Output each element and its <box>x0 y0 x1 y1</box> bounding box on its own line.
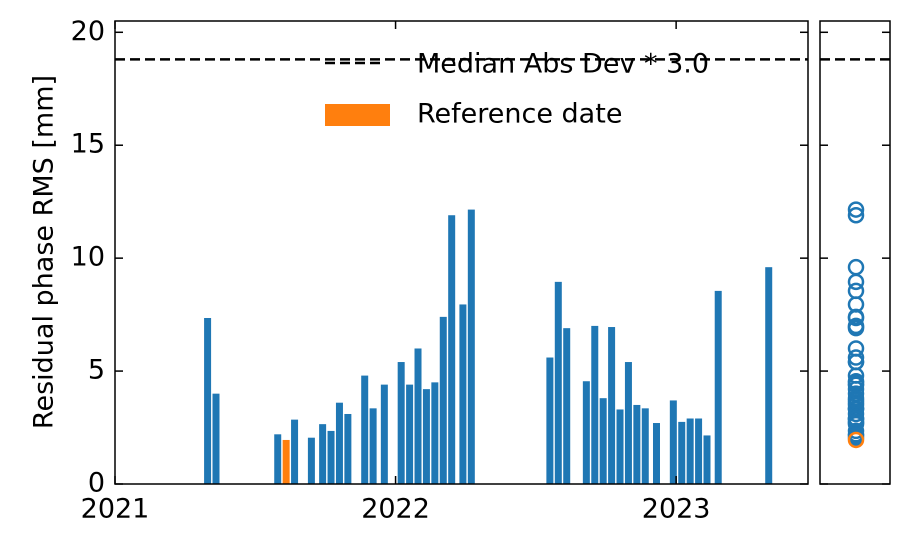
bar <box>282 439 290 484</box>
bar <box>369 408 377 484</box>
bar <box>641 408 649 484</box>
bar <box>406 384 414 484</box>
y-tick-label: 15 <box>71 129 105 160</box>
bar <box>335 402 343 484</box>
bar <box>563 328 571 484</box>
bar <box>616 409 624 484</box>
side-point <box>847 206 865 224</box>
bar <box>703 435 711 484</box>
legend-label: Median Abs Dev * 3.0 <box>417 49 709 80</box>
bar <box>608 327 616 484</box>
bar <box>414 348 422 484</box>
bar <box>307 437 315 484</box>
bar <box>439 316 447 484</box>
side-point <box>847 353 865 371</box>
bar <box>467 209 475 484</box>
x-tick-label: 2022 <box>361 494 430 525</box>
bar <box>599 398 607 484</box>
legend-label: Reference date <box>417 99 622 130</box>
bar <box>212 393 220 484</box>
side-point <box>847 349 865 366</box>
bar <box>546 357 554 484</box>
bar <box>361 375 369 484</box>
bar <box>431 382 439 484</box>
side-point <box>847 258 865 276</box>
side-point <box>847 431 865 449</box>
bar <box>397 362 405 484</box>
side-point <box>847 392 865 409</box>
bar <box>633 404 641 484</box>
bar <box>448 215 456 485</box>
side-point <box>847 201 865 218</box>
bar <box>591 325 599 484</box>
x-tick-label: 2021 <box>81 494 150 525</box>
side-point <box>847 318 865 336</box>
bar <box>714 290 722 484</box>
bar <box>582 381 590 484</box>
y-tick-label: 10 <box>71 242 105 273</box>
bar <box>319 424 327 484</box>
bar <box>422 389 430 484</box>
bar <box>380 384 388 484</box>
y-tick-label: 5 <box>88 355 105 386</box>
bar <box>459 304 467 484</box>
side-point <box>847 422 865 440</box>
bar <box>669 400 677 484</box>
legend-patch <box>325 104 390 126</box>
bar <box>652 423 660 484</box>
side-point <box>847 308 865 326</box>
bar <box>686 418 694 484</box>
bar <box>327 430 335 484</box>
bar <box>274 434 282 484</box>
bar <box>554 281 562 484</box>
bar <box>678 421 686 484</box>
side-frame <box>819 20 891 485</box>
bar <box>695 418 703 484</box>
side-point <box>847 410 865 427</box>
y-tick-label: 20 <box>71 16 105 47</box>
bar <box>204 317 212 484</box>
side-point <box>847 372 865 390</box>
x-tick-label: 2023 <box>642 494 711 525</box>
side-point <box>847 282 865 300</box>
y-tick-label: 0 <box>88 468 105 499</box>
side-point <box>847 427 865 444</box>
y-axis-label: Residual phase RMS [mm] <box>29 75 60 429</box>
bar <box>624 362 632 484</box>
bar <box>291 419 299 484</box>
plot-frame <box>114 20 809 485</box>
side-point <box>847 380 865 398</box>
bar <box>344 413 352 484</box>
bar <box>765 267 773 484</box>
